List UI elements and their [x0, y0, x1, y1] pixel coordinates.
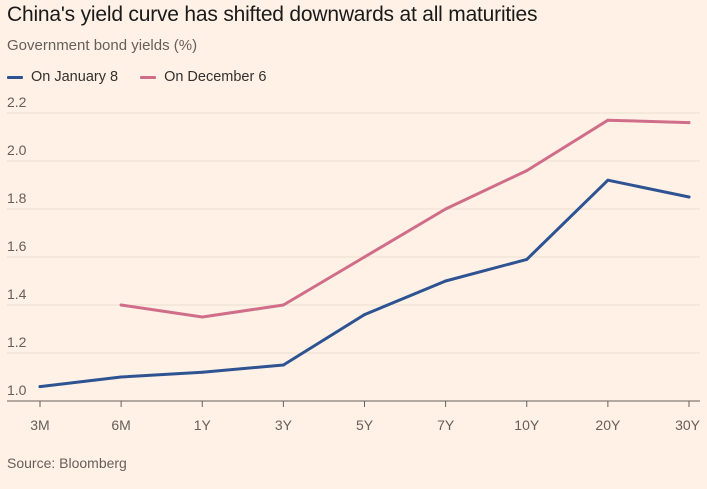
x-tick-label: 1Y: [194, 417, 212, 433]
legend-swatch-january: [7, 75, 23, 79]
series-line-january: [38, 178, 691, 389]
point-january-3m: [38, 385, 42, 389]
x-tick-label: 5Y: [356, 417, 374, 433]
point-december-5y: [363, 255, 366, 259]
chart-title: China's yield curve has shifted downward…: [7, 3, 538, 26]
x-tick-label: 20Y: [595, 417, 621, 433]
point-january-20y: [606, 178, 610, 182]
point-december-10y: [525, 169, 529, 173]
point-january-7y: [444, 279, 448, 283]
point-december-7y: [444, 207, 448, 211]
legend-item-january: On January 8: [7, 69, 118, 85]
x-tick-label: 30Y: [675, 417, 701, 433]
y-tick-label: 1.2: [7, 334, 27, 350]
x-tick-label: 10Y: [514, 417, 540, 433]
x-tick-label: 6M: [111, 417, 130, 433]
x-tick-label: 3Y: [275, 417, 293, 433]
x-tick-label: 3M: [30, 417, 49, 433]
legend-item-december: On December 6: [140, 69, 266, 85]
chart-legend: On January 8 On December 6: [7, 69, 288, 85]
y-tick-label: 2.2: [7, 94, 27, 110]
point-january-6m: [119, 375, 123, 379]
point-december-3y: [281, 303, 285, 307]
y-tick-label: 1.4: [7, 286, 27, 302]
chart-subtitle: Government bond yields (%): [7, 37, 198, 54]
source-note: Source: Bloomberg: [7, 455, 127, 471]
y-tick-label: 2.0: [7, 142, 27, 158]
point-january-3y: [281, 363, 285, 367]
point-january-30y: [687, 195, 691, 199]
x-tick-label: 7Y: [437, 417, 455, 433]
legend-label-december: On December 6: [164, 69, 267, 85]
series-line-december: [119, 118, 691, 319]
point-january-1y: [200, 370, 204, 374]
point-january-5y: [363, 313, 366, 317]
point-january-10y: [525, 257, 529, 261]
y-tick-label: 1.6: [7, 238, 27, 254]
y-tick-label: 1.0: [7, 382, 27, 398]
point-december-6m: [119, 303, 123, 307]
point-december-20y: [606, 118, 610, 122]
point-december-30y: [687, 121, 691, 125]
legend-swatch-december: [140, 75, 157, 79]
y-tick-label: 1.8: [7, 190, 27, 206]
point-december-1y: [200, 315, 204, 319]
legend-label-january: On January 8: [31, 69, 119, 85]
